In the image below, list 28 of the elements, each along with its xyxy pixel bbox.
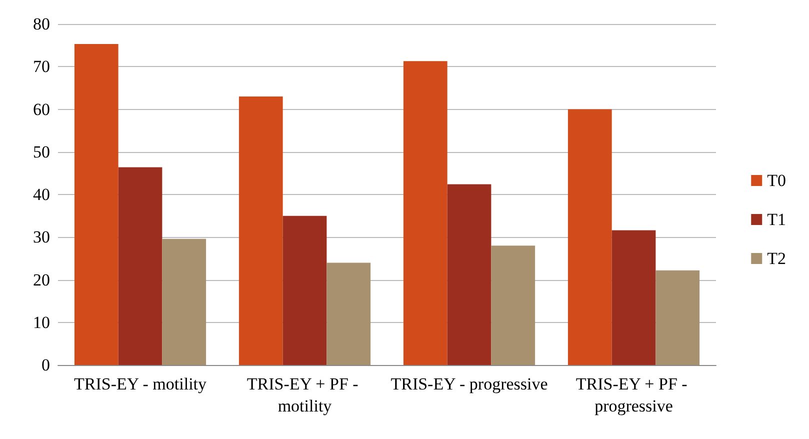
legend-label: T0 — [767, 171, 786, 190]
bar — [74, 44, 118, 365]
bar — [326, 262, 371, 365]
bar — [403, 61, 448, 365]
bar — [612, 230, 656, 365]
bar — [656, 270, 700, 365]
y-tick-label: 60 — [33, 100, 50, 119]
bar — [282, 216, 327, 365]
bar — [491, 246, 536, 365]
y-tick-label: 0 — [42, 356, 50, 374]
legend-label: T2 — [767, 249, 786, 268]
x-tick-label: TRIS-EY - progressive — [390, 374, 548, 394]
bar — [568, 109, 612, 365]
y-tick-label: 30 — [33, 228, 50, 247]
y-tick-label: 70 — [33, 57, 50, 76]
y-tick-label: 40 — [33, 185, 50, 204]
y-tick-label: 50 — [33, 142, 50, 162]
bar — [162, 238, 206, 365]
x-tick-label: TRIS-EY + PF - progressive — [576, 374, 692, 416]
bar — [238, 96, 283, 365]
bar — [447, 184, 492, 365]
bar — [118, 167, 162, 365]
x-tick-label: TRIS-EY + PF - motility — [246, 374, 363, 416]
y-tick-label: 10 — [33, 312, 50, 332]
y-tick-label: 80 — [33, 14, 50, 34]
y-tick-label: 20 — [33, 270, 50, 290]
legend-label: T1 — [767, 210, 786, 229]
x-tick-label: TRIS-EY - motility — [74, 374, 208, 394]
